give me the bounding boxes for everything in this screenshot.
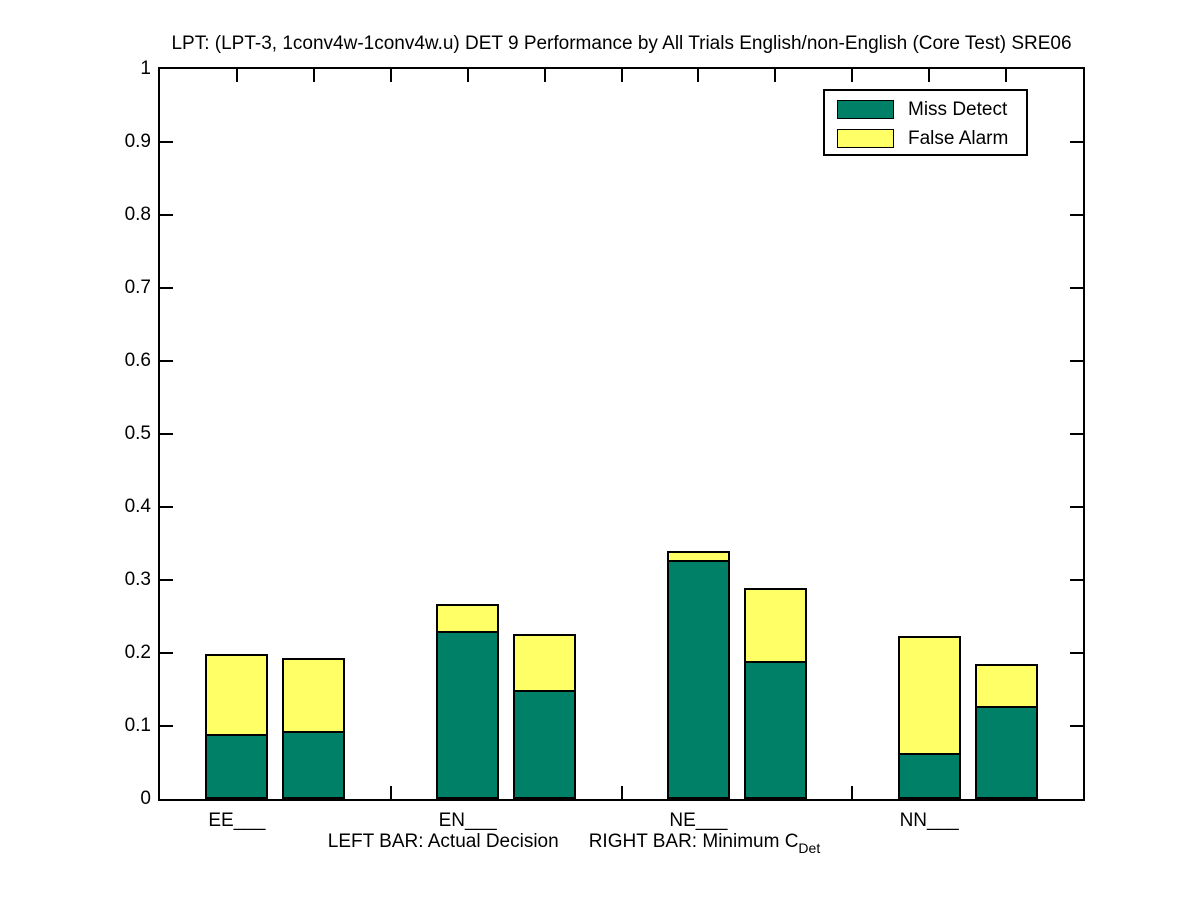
x-axis-tick <box>620 69 623 82</box>
x-axis-tick <box>389 786 392 799</box>
y-axis-tick <box>1070 433 1083 435</box>
x-axis-tick <box>466 69 469 82</box>
y-axis-tick <box>160 725 173 727</box>
x-axis-tick <box>774 69 777 82</box>
x-axis-tick <box>389 69 392 82</box>
y-axis-tick <box>160 506 173 508</box>
y-axis-tick <box>1070 506 1083 508</box>
y-axis-tick <box>160 652 173 654</box>
legend-item: False Alarm <box>825 124 1026 153</box>
x-axis-caption: LEFT BAR: Actual Decision RIGHT BAR: Mini… <box>327 831 821 856</box>
y-axis-tick <box>1070 652 1083 654</box>
x-axis-tick-label: EN___ <box>438 810 497 831</box>
x-axis-tick <box>851 69 854 82</box>
x-axis-tick-label: NN___ <box>899 810 959 831</box>
miss-detect-swatch-icon <box>837 100 894 119</box>
y-axis-tick-label: 0.4 <box>124 496 151 517</box>
y-axis-tick-label: 0.8 <box>124 204 151 225</box>
y-axis-tick-label: 0.6 <box>124 350 151 371</box>
bar-stack <box>743 588 807 799</box>
miss-detect-segment <box>438 631 498 797</box>
y-axis-tick-label: 0.5 <box>124 423 151 444</box>
y-axis-tick <box>160 287 173 289</box>
bar-stack <box>205 653 269 799</box>
bar-stack <box>666 550 730 799</box>
bar-stack <box>974 663 1038 799</box>
x-axis-tick <box>928 69 931 82</box>
miss-detect-segment <box>899 753 959 797</box>
y-axis-tick-label: 1 <box>140 58 151 79</box>
x-axis-tick-label: NE___ <box>669 810 728 831</box>
x-axis-tick <box>312 69 315 82</box>
y-axis-tick <box>1070 725 1083 727</box>
x-axis-tick <box>1005 69 1008 82</box>
x-axis-tick <box>697 69 700 82</box>
legend-item: Miss Detect <box>825 95 1026 124</box>
x-axis-tick <box>543 69 546 82</box>
bar-stack <box>513 634 577 799</box>
false-alarm-swatch-icon <box>837 129 894 148</box>
chart-title: LPT: (LPT-3, 1conv4w-1conv4w.u) DET 9 Pe… <box>171 33 1072 54</box>
bar-stack <box>436 604 500 799</box>
x-axis-tick-label: EE___ <box>208 810 266 831</box>
right-bar-caption: RIGHT BAR: Minimum C <box>588 831 799 852</box>
miss-detect-segment <box>284 730 344 797</box>
y-axis-tick <box>1070 360 1083 362</box>
miss-detect-segment <box>976 706 1036 797</box>
miss-detect-segment <box>668 560 728 797</box>
cdet-subscript: Det <box>798 840 821 856</box>
miss-detect-segment <box>207 733 267 797</box>
y-axis-tick-label: 0.1 <box>124 715 151 736</box>
y-axis-tick-label: 0.2 <box>124 642 151 663</box>
y-axis-tick <box>160 579 173 581</box>
miss-detect-segment <box>515 689 575 797</box>
bar-stack <box>282 658 346 799</box>
y-axis-tick-label: 0.3 <box>124 569 151 590</box>
plot-area <box>158 67 1085 801</box>
y-axis-tick <box>160 141 173 143</box>
y-axis-tick <box>1070 287 1083 289</box>
y-axis-tick-label: 0.7 <box>124 277 151 298</box>
y-axis-tick <box>160 360 173 362</box>
legend-label: False Alarm <box>908 128 1009 149</box>
legend: Miss Detect False Alarm <box>823 89 1028 156</box>
y-axis-tick-label: 0 <box>140 788 151 809</box>
x-axis-tick <box>851 786 854 799</box>
x-axis-tick <box>235 69 238 82</box>
y-axis-tick <box>1070 579 1083 581</box>
y-axis-tick <box>1070 141 1083 143</box>
y-axis-tick-label: 0.9 <box>124 131 151 152</box>
y-axis-tick <box>1070 214 1083 216</box>
bar-stack <box>897 636 961 799</box>
legend-label: Miss Detect <box>908 99 1008 120</box>
left-bar-caption: LEFT BAR: Actual Decision <box>327 831 559 852</box>
miss-detect-segment <box>745 660 805 797</box>
y-axis-tick <box>160 214 173 216</box>
y-axis-tick <box>160 433 173 435</box>
x-axis-tick <box>620 786 623 799</box>
